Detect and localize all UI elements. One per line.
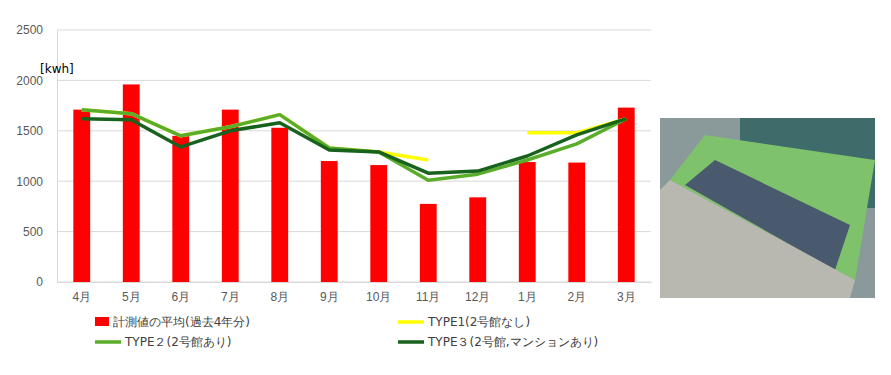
legend-swatch — [398, 320, 424, 324]
x-tick: 8月 — [270, 282, 289, 304]
photo — [660, 118, 875, 298]
photo-wall — [660, 180, 855, 298]
legend: 計測値の平均(過去4年分) TYPE1(2号館なし) TYPE２(2号館あり) TYP… — [95, 315, 598, 349]
x-tick: 9月 — [320, 282, 339, 304]
legend-item: 計測値の平均(過去4年分) — [95, 315, 250, 329]
grid-line — [57, 80, 651, 81]
x-tick-label: 7月 — [221, 290, 240, 304]
x-tick-label: 8月 — [270, 290, 289, 304]
x-tick-label: 4月 — [72, 290, 91, 304]
x-tick-label: 5月 — [122, 290, 141, 304]
bar — [568, 163, 585, 282]
bar — [519, 162, 536, 282]
legend-label: TYPE２(2号館あり) — [124, 335, 231, 349]
x-tick-label: 9月 — [320, 290, 339, 304]
x-tick: 6月 — [171, 282, 190, 304]
bar — [420, 204, 437, 282]
photo-bg — [660, 118, 875, 298]
y-tick-label: 1500 — [16, 124, 43, 138]
legend-label: TYPE３(2号館,マンションあり) — [427, 335, 598, 349]
x-tick-label: 3月 — [617, 290, 636, 304]
x-tick: 5月 — [122, 282, 141, 304]
x-tick: 11月 — [416, 282, 440, 304]
legend-swatch — [95, 340, 121, 344]
legend-item: TYPE３(2号館,マンションあり) — [398, 335, 598, 349]
x-tick: 1月 — [518, 282, 537, 304]
x-axis-line — [58, 282, 652, 283]
x-tick-label: 11月 — [416, 290, 440, 304]
x-tick-label: 12月 — [465, 290, 490, 304]
y-tick: 0 — [36, 275, 57, 289]
x-tick: 12月 — [465, 282, 490, 304]
x-tick: 3月 — [617, 282, 636, 304]
chart: 05001000150020002500[kwh]4月5月6月7月8月9月10月… — [0, 0, 891, 375]
x-tick-label: 2月 — [567, 290, 586, 304]
line — [82, 119, 627, 173]
x-tick: 7月 — [221, 282, 240, 304]
bar — [321, 161, 338, 282]
x-tick: 2月 — [567, 282, 586, 304]
y-tick: 1000 — [16, 175, 57, 189]
grid-line — [57, 30, 651, 31]
bar — [172, 136, 189, 282]
y-tick-label: 0 — [36, 275, 43, 289]
plot-area — [73, 84, 634, 282]
legend-swatch — [95, 317, 109, 326]
bar — [469, 197, 486, 282]
bar — [271, 128, 288, 282]
x-tick: 10月 — [366, 282, 391, 304]
legend-swatch — [398, 340, 424, 344]
x-tick-label: 10月 — [366, 290, 391, 304]
grid — [57, 30, 651, 282]
grid-line — [57, 231, 651, 232]
grid-line — [57, 181, 651, 182]
line — [82, 110, 627, 181]
bar-series — [73, 84, 634, 282]
bar — [73, 110, 90, 282]
legend-item: TYPE２(2号館あり) — [95, 335, 231, 349]
y-tick: 2500 — [16, 23, 57, 37]
legend-label: 計測値の平均(過去4年分) — [113, 315, 250, 329]
y-tick: 1500 — [16, 124, 57, 138]
x-axis: 4月 5月 6月 7月 8月 9月 10月 11月 12月 1月 2月 3月 — [58, 282, 652, 304]
bar — [222, 110, 239, 282]
x-tick: 4月 — [72, 282, 91, 304]
y-tick: 500 — [23, 225, 57, 239]
y-tick-label: 2500 — [16, 23, 43, 37]
grid-line — [57, 282, 651, 283]
x-tick-label: 1月 — [518, 290, 537, 304]
bar — [618, 108, 635, 282]
x-tick-label: 6月 — [171, 290, 190, 304]
y-label: [kwh] — [40, 62, 74, 76]
y-tick-label: 500 — [23, 225, 43, 239]
legend-label: TYPE1(2号館なし) — [427, 315, 530, 329]
legend-item: TYPE1(2号館なし) — [398, 315, 530, 329]
y-tick-label: 1000 — [16, 175, 43, 189]
bar — [370, 165, 387, 282]
